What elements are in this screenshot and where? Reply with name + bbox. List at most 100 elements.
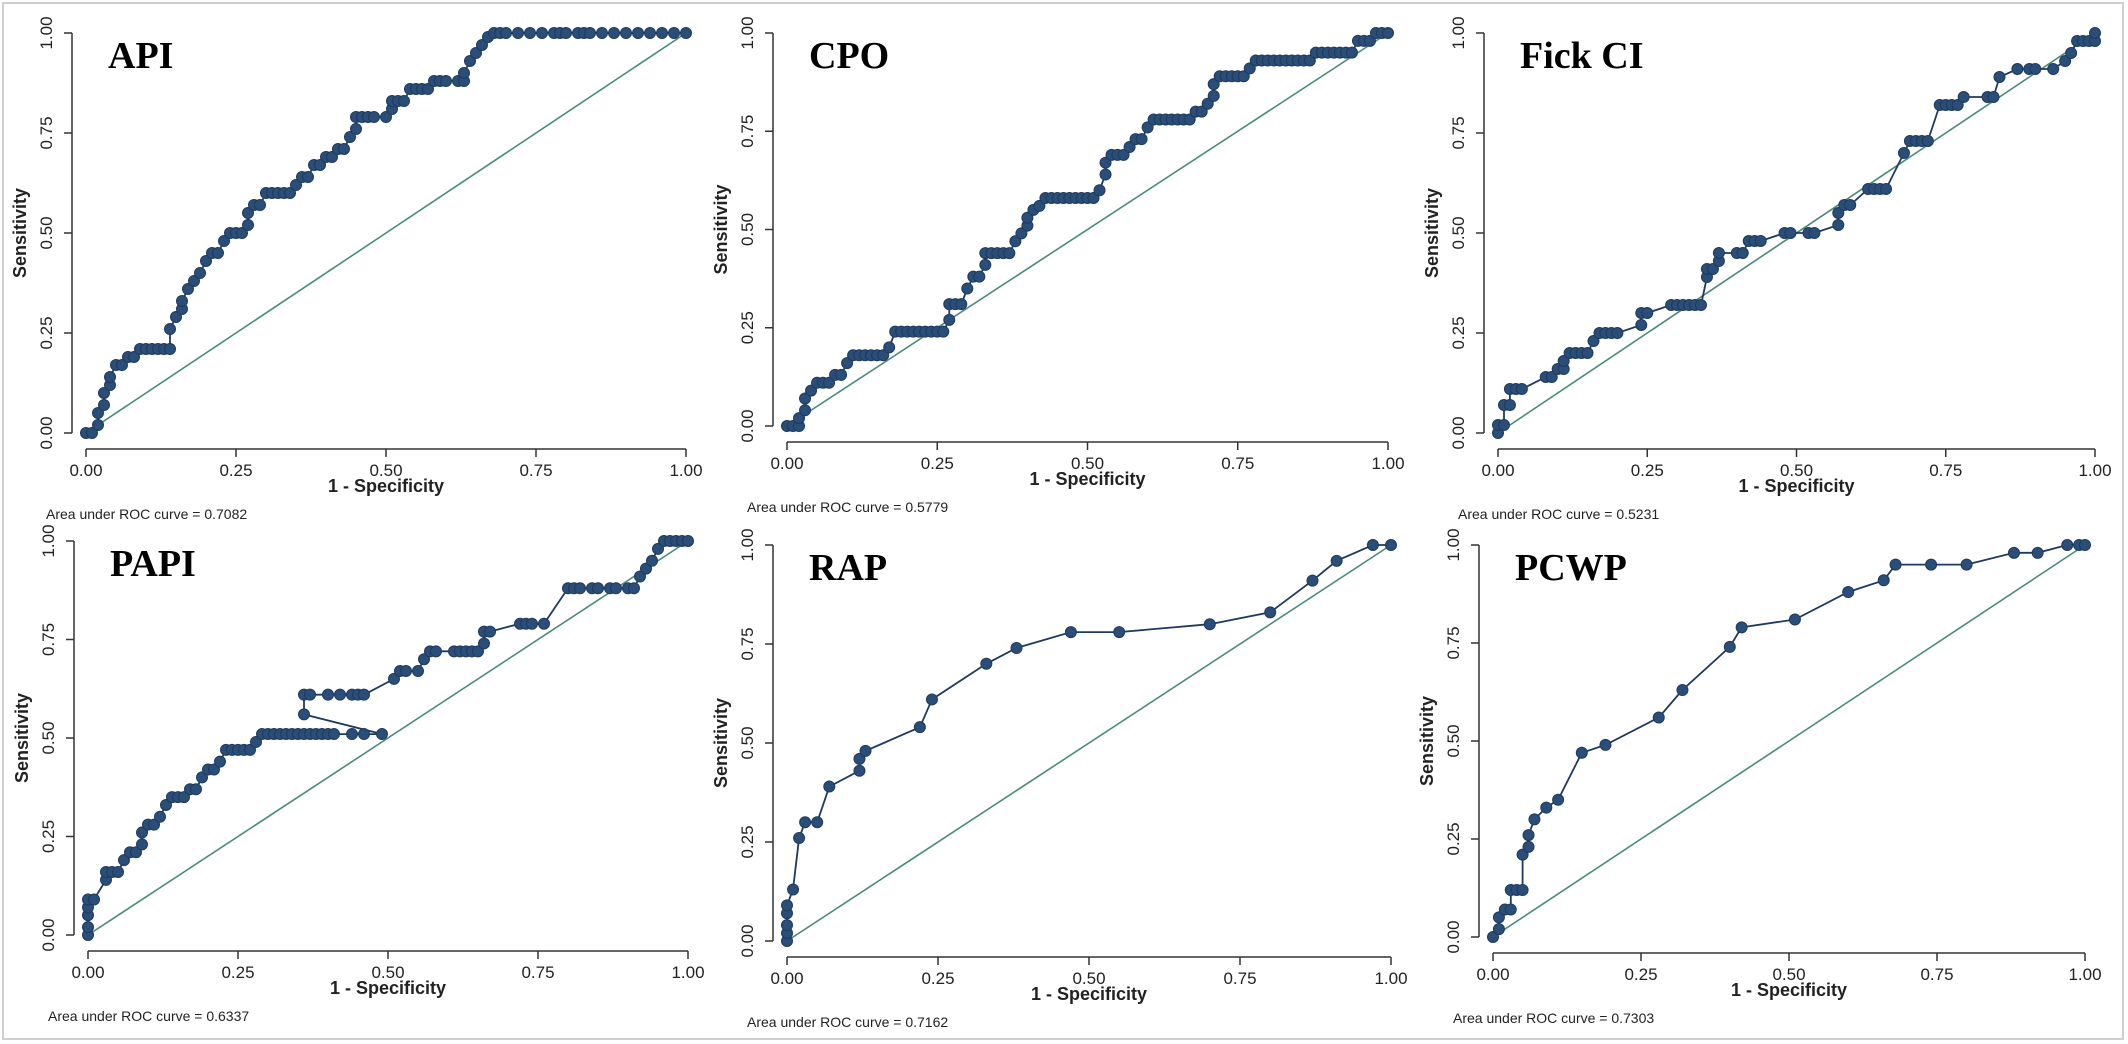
roc-point bbox=[190, 783, 202, 796]
x-axis-title: 1 - Specificity bbox=[1031, 984, 1147, 1004]
roc-point bbox=[1303, 54, 1316, 67]
y-tick-label: 0.75 bbox=[1444, 626, 1463, 659]
roc-point bbox=[302, 171, 314, 183]
roc-point bbox=[472, 645, 484, 658]
roc-point bbox=[608, 27, 620, 39]
panel-title: API bbox=[108, 35, 173, 77]
roc-point bbox=[1123, 140, 1136, 153]
y-axis-title: Sensitivity bbox=[10, 188, 30, 278]
roc-point bbox=[2047, 63, 2060, 75]
x-axis-title: 1 - Specificity bbox=[328, 476, 444, 496]
roc-point bbox=[1492, 923, 1505, 936]
roc-point bbox=[178, 791, 190, 804]
roc-point bbox=[859, 744, 872, 757]
roc-point bbox=[484, 625, 496, 638]
roc-point bbox=[314, 159, 326, 171]
roc-point bbox=[1880, 183, 1893, 195]
roc-point bbox=[322, 688, 334, 701]
y-tick-label: 0.00 bbox=[1444, 920, 1463, 953]
roc-point bbox=[980, 657, 993, 670]
y-tick-label: 0.50 bbox=[37, 216, 56, 249]
reference-diagonal bbox=[786, 544, 1392, 942]
roc-point bbox=[2061, 539, 2074, 551]
roc-point bbox=[164, 323, 176, 335]
roc-point bbox=[1516, 883, 1529, 896]
roc-point bbox=[1540, 801, 1553, 814]
roc-point bbox=[464, 55, 476, 67]
roc-point bbox=[1545, 371, 1558, 383]
roc-panel-cpo: 0.00 0.25 0.50 0.75 1.00 0.00 0.25 0.50 0.75 1.00… bbox=[711, 16, 1405, 515]
roc-point bbox=[823, 780, 836, 793]
x-tick-label: 0.25 bbox=[221, 963, 254, 982]
roc-point bbox=[1385, 539, 1397, 551]
roc-point bbox=[823, 376, 836, 389]
roc-point bbox=[961, 282, 974, 295]
roc-point bbox=[805, 384, 818, 397]
roc-point bbox=[1015, 227, 1028, 240]
roc-point bbox=[334, 688, 346, 701]
roc-point bbox=[1635, 319, 1648, 331]
y-tick-label: 1.00 bbox=[738, 528, 757, 561]
roc-point bbox=[376, 728, 388, 741]
roc-point bbox=[1951, 99, 1964, 111]
roc-panel-fick-ci: 0.00 0.25 0.50 0.75 1.00 0.00 0.25 0.50 0.75 1.00… bbox=[1422, 16, 2112, 522]
roc-point bbox=[1064, 626, 1077, 639]
panel-title: PAPI bbox=[110, 543, 196, 585]
roc-point bbox=[1099, 156, 1112, 169]
roc-point bbox=[242, 207, 254, 219]
roc-point bbox=[350, 123, 362, 135]
x-tick-label: 1.00 bbox=[2068, 965, 2101, 984]
y-tick-label: 1.00 bbox=[1449, 16, 1468, 49]
roc-point bbox=[1033, 199, 1046, 212]
roc-point bbox=[154, 810, 166, 823]
y-tick-label: 0.75 bbox=[738, 627, 757, 660]
roc-point bbox=[1694, 299, 1707, 311]
roc-point bbox=[799, 392, 812, 405]
roc-point bbox=[634, 570, 646, 583]
roc-point bbox=[338, 143, 350, 155]
roc-point bbox=[244, 743, 256, 756]
x-tick-label: 0.25 bbox=[219, 461, 252, 480]
roc-point bbox=[632, 27, 644, 39]
reference-diagonal bbox=[85, 32, 687, 434]
roc-point bbox=[92, 419, 104, 431]
y-tick-label: 0.50 bbox=[1449, 216, 1468, 249]
roc-point bbox=[88, 893, 100, 906]
roc-point bbox=[526, 617, 538, 630]
roc-point bbox=[656, 27, 668, 39]
roc-point bbox=[1575, 746, 1588, 759]
x-axis-title: 1 - Specificity bbox=[330, 978, 446, 998]
x-tick-label: 0.25 bbox=[921, 454, 954, 473]
y-tick-label: 0.50 bbox=[738, 213, 757, 246]
roc-point bbox=[326, 151, 338, 163]
x-tick-label: 0.75 bbox=[1223, 969, 1256, 988]
roc-point bbox=[1723, 640, 1736, 653]
x-tick-label: 1.00 bbox=[671, 963, 704, 982]
x-tick-label: 0.75 bbox=[521, 963, 554, 982]
roc-point bbox=[628, 582, 640, 595]
roc-point bbox=[1117, 148, 1130, 161]
roc-point bbox=[1203, 618, 1216, 631]
roc-point bbox=[1009, 235, 1022, 248]
y-tick-label: 0.50 bbox=[39, 721, 58, 754]
roc-point bbox=[290, 179, 302, 191]
roc-point bbox=[196, 771, 208, 784]
roc-point bbox=[1754, 235, 1767, 247]
roc-panel-pcwp: 0.00 0.25 0.50 0.75 1.00 0.00 0.25 0.50 0.75 1.00… bbox=[1417, 528, 2102, 1026]
roc-point bbox=[596, 27, 608, 39]
roc-point bbox=[925, 693, 938, 706]
y-tick-label: 1.00 bbox=[37, 16, 56, 49]
roc-point bbox=[1021, 211, 1034, 224]
roc-point bbox=[1141, 121, 1154, 134]
roc-point bbox=[284, 187, 296, 199]
reference-diagonal bbox=[786, 32, 1389, 427]
roc-point bbox=[835, 368, 848, 381]
roc-point bbox=[164, 343, 176, 355]
roc-point bbox=[644, 27, 656, 39]
roc-point bbox=[440, 75, 452, 87]
roc-point bbox=[1113, 626, 1126, 639]
roc-point bbox=[1306, 574, 1319, 587]
roc-point bbox=[98, 387, 110, 399]
roc-point bbox=[560, 27, 572, 39]
roc-point bbox=[380, 111, 392, 123]
